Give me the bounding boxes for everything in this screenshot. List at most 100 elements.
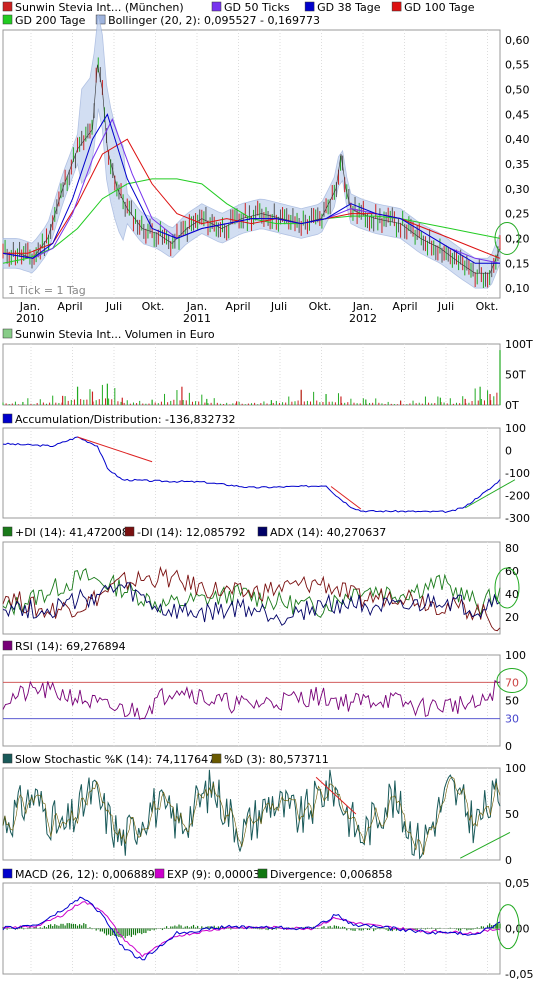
accdist-line <box>2 436 501 514</box>
legend-swatch <box>211 753 222 764</box>
exp-line <box>2 901 501 958</box>
trend-line <box>77 436 153 463</box>
trend-line <box>315 776 357 815</box>
y-tick-label: 0,30 <box>505 183 530 196</box>
legend-swatch <box>211 1 222 12</box>
legend-swatch <box>2 526 13 537</box>
y-tick-label: 20 <box>505 611 519 624</box>
dmi-legend: +DI (14): 41,472008 <box>15 526 129 539</box>
legend-swatch <box>257 526 268 537</box>
rsi-line <box>2 679 501 720</box>
legend-swatch <box>2 14 13 25</box>
y-tick-label: 100T <box>505 338 533 351</box>
dmi-legend: -DI (14): 12,085792 <box>137 526 245 539</box>
legend-swatch <box>391 1 402 12</box>
y-tick-label: 0,60 <box>505 34 530 47</box>
x-tick-label: Juli <box>105 300 122 313</box>
x-tick-label: April <box>225 300 250 313</box>
y-tick-label: 70 <box>505 676 519 689</box>
gd100-line <box>3 138 501 259</box>
y-tick-label: 100 <box>505 762 526 775</box>
dmi-legend: ADX (14): 40,270637 <box>270 526 386 539</box>
x-tick-label: Jan. <box>186 300 207 313</box>
trend-line <box>464 479 516 509</box>
x-tick-label: April <box>392 300 417 313</box>
legend-swatch <box>2 1 13 12</box>
y-tick-label: 0 <box>505 740 512 753</box>
stoch-k-line <box>2 769 501 860</box>
y-tick-label: 0,00 <box>505 923 530 936</box>
legend-swatch <box>304 1 315 12</box>
y-tick-label: 0 <box>505 445 512 458</box>
y-tick-label: 100 <box>505 422 526 435</box>
y-tick-label: 50 <box>505 695 519 708</box>
legend-swatch <box>2 413 13 424</box>
y-tick-label: 0,35 <box>505 158 530 171</box>
legend-swatch <box>124 526 135 537</box>
legend-swatch <box>2 640 13 651</box>
macd-line <box>2 896 501 961</box>
macd-legend: Divergence: 0,006858 <box>270 868 392 881</box>
y-tick-label: 0,10 <box>505 282 530 295</box>
highlight-circle <box>496 667 528 693</box>
x-tick-label: Okt. <box>309 300 332 313</box>
panel-frame <box>2 427 501 519</box>
volume-title: Sunwin Stevia Int... Volumen in Euro <box>15 328 215 341</box>
y-tick-label: -100 <box>505 467 530 480</box>
y-tick-label: 40 <box>505 588 519 601</box>
y-tick-label: 0,20 <box>505 232 530 245</box>
y-tick-label: 0,25 <box>505 208 530 221</box>
y-tick-label: 50 <box>505 808 519 821</box>
x-tick-label: Jan. <box>352 300 373 313</box>
legend-label: GD 200 Tage <box>15 14 86 27</box>
panel-frame <box>2 343 501 406</box>
dmi-line <box>2 582 501 626</box>
legend-label: GD 100 Tage <box>404 1 475 14</box>
legend-label: Bollinger (20, 2): 0,095527 - 0,169773 <box>108 14 320 27</box>
x-tick-label: Okt. <box>142 300 165 313</box>
stoch-legend: %D (3): 80,573711 <box>224 753 329 766</box>
y-tick-label: -200 <box>505 490 530 503</box>
rsi-title: RSI (14): 69,276894 <box>15 640 126 653</box>
y-tick-label: 80 <box>505 542 519 555</box>
y-tick-label: 0 <box>505 854 512 867</box>
legend-swatch <box>257 868 268 879</box>
legend-swatch <box>2 328 13 339</box>
y-tick-label: 100 <box>505 649 526 662</box>
x-tick-label: Juli <box>437 300 454 313</box>
y-tick-label: 0,40 <box>505 133 530 146</box>
legend-label: GD 50 Ticks <box>224 1 290 14</box>
y-tick-label: 0,15 <box>505 257 530 270</box>
macd-legend: MACD (26, 12): 0,006889 <box>15 868 155 881</box>
price-line <box>3 64 501 274</box>
highlight-circle <box>494 567 520 609</box>
stoch-legend: Slow Stochastic %K (14): 74,117647 <box>15 753 215 766</box>
x-tick-label: Jan. <box>19 300 40 313</box>
x-year-label: 2010 <box>16 312 44 325</box>
tick-note: 1 Tick = 1 Tag <box>8 284 86 297</box>
y-tick-label: -300 <box>505 512 530 525</box>
x-tick-label: Okt. <box>476 300 499 313</box>
y-tick-label: 50T <box>505 369 526 382</box>
accdist-title: Accumulation/Distribution: -136,832732 <box>15 413 236 426</box>
y-tick-label: 30 <box>505 713 519 726</box>
x-tick-label: Juli <box>270 300 287 313</box>
trend-line <box>460 831 511 859</box>
gd38-line <box>2 113 500 264</box>
x-year-label: 2011 <box>183 312 211 325</box>
dmi-line <box>2 565 501 632</box>
legend-label: Sunwin Stevia Int... (München) <box>15 1 184 14</box>
x-year-label: 2012 <box>349 312 377 325</box>
panel-frame <box>2 654 501 747</box>
y-tick-label: 0,05 <box>505 877 530 890</box>
y-tick-label: 0T <box>505 399 519 412</box>
y-tick-label: 0,50 <box>505 84 530 97</box>
y-tick-label: -0,05 <box>505 968 533 981</box>
legend-swatch <box>2 753 13 764</box>
legend-label: GD 38 Tage <box>317 1 381 14</box>
y-tick-label: 0,55 <box>505 59 530 72</box>
highlight-circle <box>496 904 520 950</box>
x-tick-label: April <box>57 300 82 313</box>
dmi-line <box>2 568 501 618</box>
